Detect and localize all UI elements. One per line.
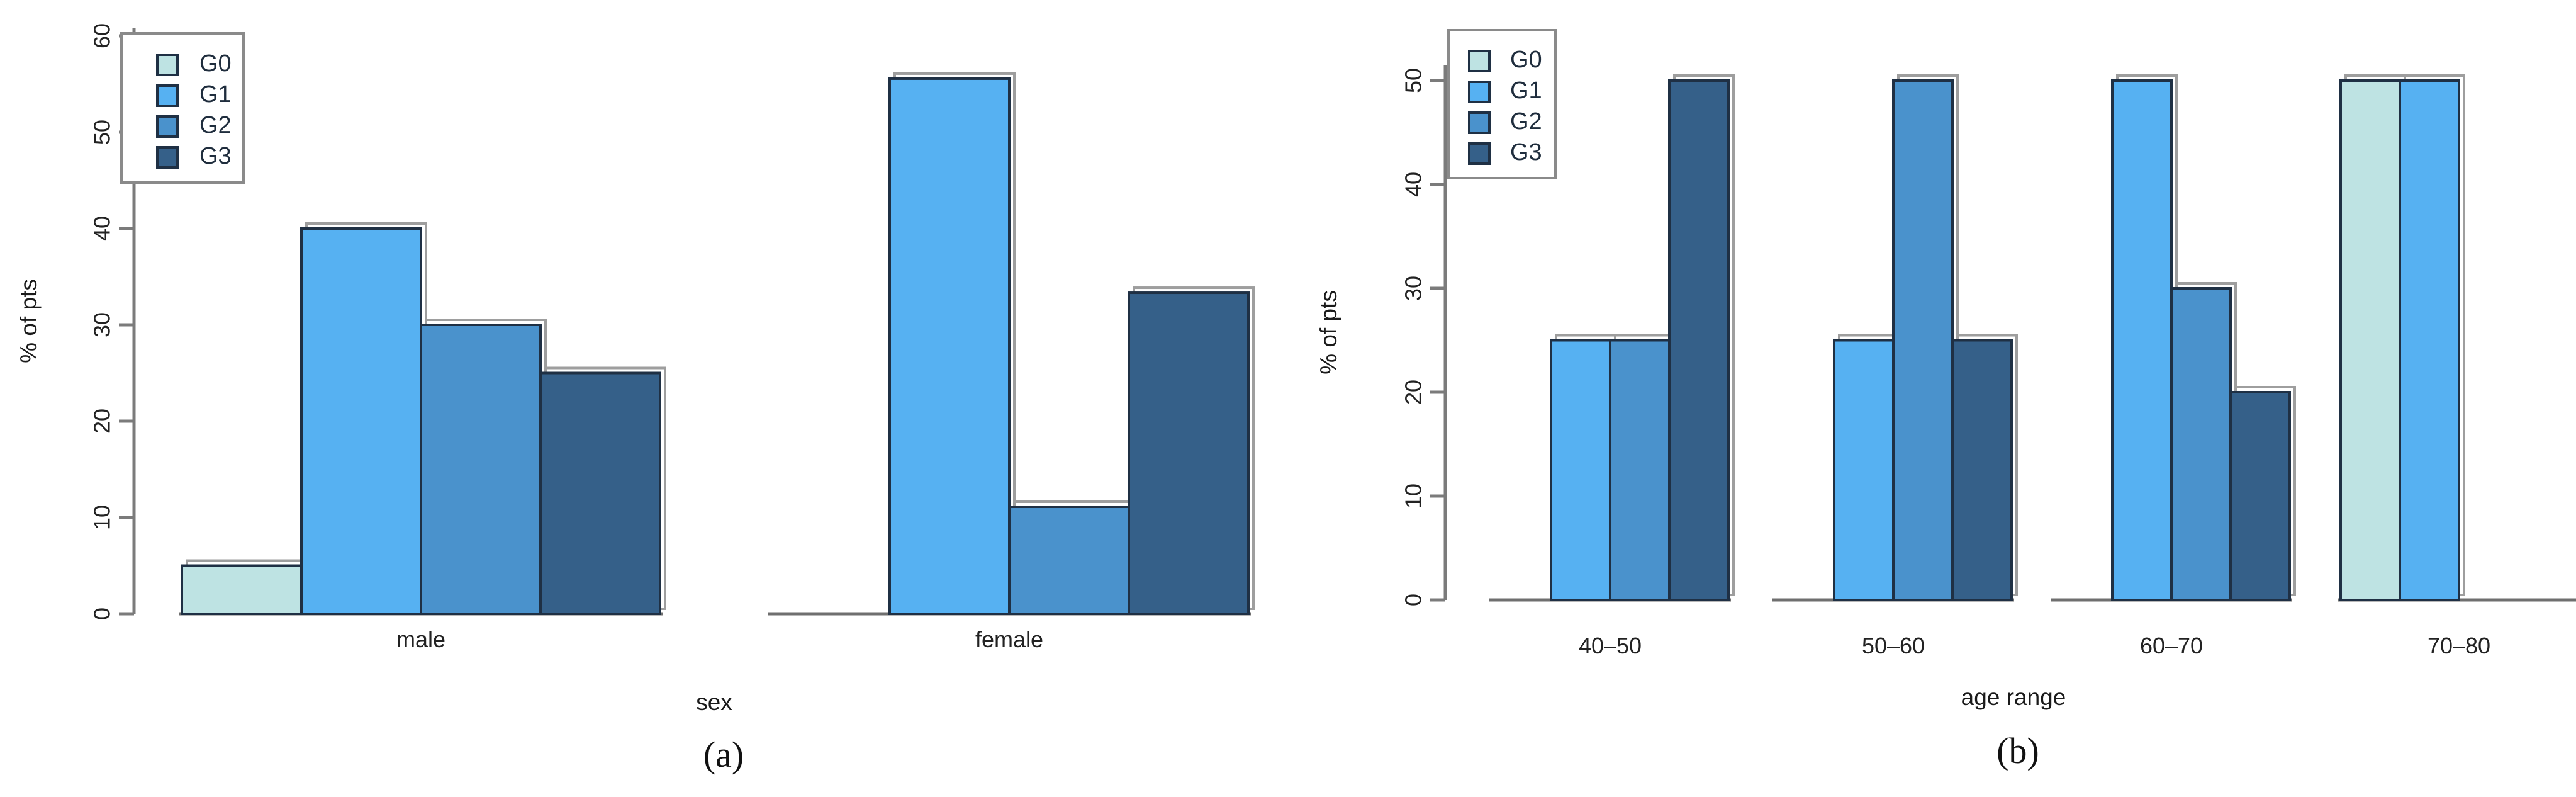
category-label: male bbox=[396, 626, 445, 652]
bar-60-70-g3 bbox=[2229, 391, 2291, 601]
panel-b: 0 10 20 30 40 50 % of pts 40–50 50–60 60–70 70–80 a… bbox=[1290, 0, 2576, 797]
legend-box bbox=[120, 32, 245, 184]
bar-70-80-g0 bbox=[2339, 79, 2401, 601]
bar-female-g1 bbox=[888, 77, 1011, 615]
legend-label: G1 bbox=[1510, 77, 1542, 104]
legend-label: G3 bbox=[199, 143, 232, 169]
y-tick-label: 50 bbox=[1401, 68, 1426, 93]
x-axis-title: sex bbox=[696, 689, 732, 715]
category-label: 50–60 bbox=[1862, 633, 1925, 659]
bar-50-60-g3 bbox=[1951, 339, 2013, 601]
legend-swatch-g1 bbox=[1468, 81, 1491, 103]
category-label: 60–70 bbox=[2140, 633, 2203, 659]
y-tick-label: 40 bbox=[89, 216, 115, 241]
category-label: 70–80 bbox=[2428, 633, 2490, 659]
y-tick-label: 10 bbox=[89, 505, 115, 530]
bar-female-g2 bbox=[1008, 506, 1130, 616]
bar-70-80-g1 bbox=[2399, 79, 2460, 601]
y-tick-label: 20 bbox=[89, 409, 115, 434]
y-tick-label: 50 bbox=[89, 120, 115, 145]
legend-swatch-g1 bbox=[156, 84, 179, 107]
y-tick-label: 0 bbox=[1401, 594, 1426, 606]
y-tick-label: 30 bbox=[89, 312, 115, 337]
bar-60-70-g2 bbox=[2170, 287, 2232, 601]
y-tick-label: 30 bbox=[1401, 276, 1426, 301]
y-tick-label: 60 bbox=[89, 23, 115, 48]
bar-40-50-g1 bbox=[1550, 339, 1611, 601]
chart-b-barplot: 0 10 20 30 40 50 % of pts 40–50 50–60 60–70 70–80 a… bbox=[1316, 29, 2576, 771]
bar-male-g0 bbox=[181, 564, 303, 615]
chart-a-barplot: 0 10 20 30 40 50 60 % of pts male female sex (a) G0 G… bbox=[16, 23, 1255, 775]
caption-b: (b) bbox=[1996, 730, 2039, 771]
bar-50-60-g2 bbox=[1892, 79, 1954, 601]
bar-50-60-g1 bbox=[1833, 339, 1895, 601]
legend-label: G1 bbox=[199, 81, 232, 108]
y-tick-label: 20 bbox=[1401, 380, 1426, 405]
bar-male-g1 bbox=[300, 227, 422, 615]
panel-a: 0 10 20 30 40 50 60 % of pts male female sex (a) G0 G… bbox=[16, 23, 1255, 775]
legend-label: G3 bbox=[1510, 139, 1542, 166]
bar-40-50-g3 bbox=[1668, 79, 1730, 601]
legend-swatch-g0 bbox=[1468, 50, 1491, 72]
y-axis-title: % of pts bbox=[1316, 290, 1341, 375]
bar-female-g3 bbox=[1128, 291, 1250, 615]
bar-40-50-g2 bbox=[1609, 339, 1671, 601]
y-axis-title: % of pts bbox=[16, 279, 42, 363]
y-tick-label: 0 bbox=[89, 608, 115, 620]
bar-60-70-g1 bbox=[2111, 79, 2173, 601]
y-tick-label: 10 bbox=[1401, 483, 1426, 509]
legend-swatch-g3 bbox=[1468, 142, 1491, 165]
legend-label: G2 bbox=[199, 112, 232, 138]
x-axis-title: age range bbox=[1961, 684, 2066, 710]
bar-male-g2 bbox=[420, 324, 542, 615]
legend-box bbox=[1447, 29, 1557, 179]
legend-swatch-g2 bbox=[156, 115, 179, 138]
legend-swatch-g0 bbox=[156, 54, 179, 76]
category-label: 40–50 bbox=[1579, 633, 1642, 659]
bar-male-g3 bbox=[539, 371, 661, 615]
category-label: female bbox=[975, 626, 1043, 652]
legend-swatch-g2 bbox=[1468, 111, 1491, 134]
legend-label: G2 bbox=[1510, 108, 1542, 135]
legend-label: G0 bbox=[199, 50, 232, 77]
legend-label: G0 bbox=[1510, 47, 1542, 73]
caption-a: (a) bbox=[703, 734, 744, 775]
legend-swatch-g3 bbox=[156, 146, 179, 169]
y-tick-label: 40 bbox=[1401, 172, 1426, 197]
